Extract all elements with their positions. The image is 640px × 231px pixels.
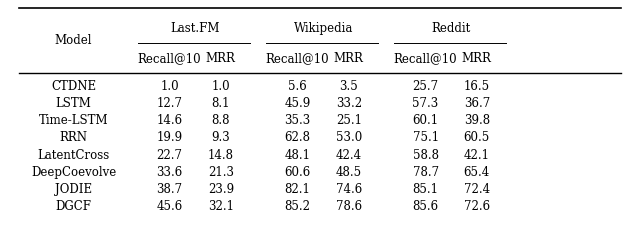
- Text: 3.5: 3.5: [339, 80, 358, 93]
- Text: 36.7: 36.7: [463, 97, 490, 110]
- Text: JODIE: JODIE: [55, 183, 92, 196]
- Text: 16.5: 16.5: [464, 80, 490, 93]
- Text: 9.3: 9.3: [211, 131, 230, 144]
- Text: Time-LSTM: Time-LSTM: [39, 114, 108, 127]
- Text: 1.0: 1.0: [211, 80, 230, 93]
- Text: 8.1: 8.1: [212, 97, 230, 110]
- Text: 48.1: 48.1: [285, 149, 310, 161]
- Text: 14.6: 14.6: [157, 114, 182, 127]
- Text: 39.8: 39.8: [464, 114, 490, 127]
- Text: 42.1: 42.1: [464, 149, 490, 161]
- Text: 57.3: 57.3: [412, 97, 439, 110]
- Text: 48.5: 48.5: [336, 166, 362, 179]
- Text: 38.7: 38.7: [157, 183, 182, 196]
- Text: 53.0: 53.0: [335, 131, 362, 144]
- Text: 5.6: 5.6: [288, 80, 307, 93]
- Text: 45.9: 45.9: [284, 97, 311, 110]
- Text: 58.8: 58.8: [413, 149, 438, 161]
- Text: Model: Model: [55, 34, 92, 47]
- Text: 22.7: 22.7: [157, 149, 182, 161]
- Text: 19.9: 19.9: [157, 131, 182, 144]
- Text: 25.7: 25.7: [413, 80, 438, 93]
- Text: 42.4: 42.4: [336, 149, 362, 161]
- Text: MRR: MRR: [334, 52, 364, 65]
- Text: MRR: MRR: [462, 52, 492, 65]
- Text: MRR: MRR: [206, 52, 236, 65]
- Text: CTDNE: CTDNE: [51, 80, 96, 93]
- Text: DGCF: DGCF: [56, 200, 92, 213]
- Text: 60.1: 60.1: [413, 114, 438, 127]
- Text: Wikipedia: Wikipedia: [294, 22, 353, 35]
- Text: 21.3: 21.3: [208, 166, 234, 179]
- Text: 65.4: 65.4: [463, 166, 490, 179]
- Text: 32.1: 32.1: [208, 200, 234, 213]
- Text: 72.6: 72.6: [464, 200, 490, 213]
- Text: 82.1: 82.1: [285, 183, 310, 196]
- Text: 74.6: 74.6: [335, 183, 362, 196]
- Text: 25.1: 25.1: [336, 114, 362, 127]
- Text: Recall@10: Recall@10: [394, 52, 458, 65]
- Text: 60.6: 60.6: [284, 166, 311, 179]
- Text: LSTM: LSTM: [56, 97, 92, 110]
- Text: 72.4: 72.4: [464, 183, 490, 196]
- Text: 8.8: 8.8: [212, 114, 230, 127]
- Text: 78.7: 78.7: [413, 166, 438, 179]
- Text: 35.3: 35.3: [284, 114, 311, 127]
- Text: 14.8: 14.8: [208, 149, 234, 161]
- Text: 85.2: 85.2: [285, 200, 310, 213]
- Text: DeepCoevolve: DeepCoevolve: [31, 166, 116, 179]
- Text: 60.5: 60.5: [463, 131, 490, 144]
- Text: Reddit: Reddit: [431, 22, 471, 35]
- Text: 85.6: 85.6: [413, 200, 438, 213]
- Text: 75.1: 75.1: [413, 131, 438, 144]
- Text: 1.0: 1.0: [160, 80, 179, 93]
- Text: LatentCross: LatentCross: [38, 149, 109, 161]
- Text: 85.1: 85.1: [413, 183, 438, 196]
- Text: 45.6: 45.6: [156, 200, 183, 213]
- Text: 33.6: 33.6: [156, 166, 183, 179]
- Text: 78.6: 78.6: [336, 200, 362, 213]
- Text: Recall@10: Recall@10: [266, 52, 330, 65]
- Text: Recall@10: Recall@10: [138, 52, 202, 65]
- Text: 23.9: 23.9: [208, 183, 234, 196]
- Text: 12.7: 12.7: [157, 97, 182, 110]
- Text: RRN: RRN: [60, 131, 88, 144]
- Text: 62.8: 62.8: [285, 131, 310, 144]
- Text: 33.2: 33.2: [336, 97, 362, 110]
- Text: Last.FM: Last.FM: [170, 22, 220, 35]
